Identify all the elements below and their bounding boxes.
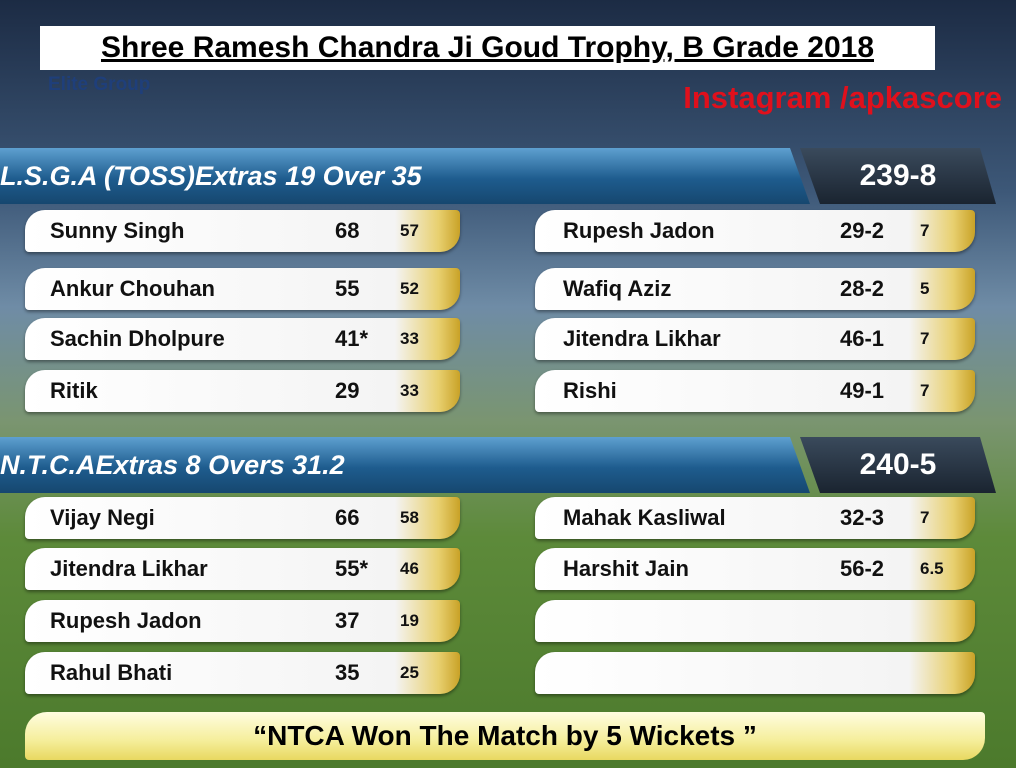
- runs: 35: [335, 660, 360, 685]
- result: “NTCA Won The Match by 5 Wickets ”: [25, 712, 985, 760]
- balls: 25: [400, 663, 419, 682]
- team-bar: N.T.C.AExtras 8 Overs 31.2: [0, 437, 810, 493]
- title: Shree Ramesh Chandra Ji Goud Trophy, B G…: [40, 26, 935, 70]
- figures: 49-1: [840, 378, 885, 403]
- bowler-name: Rishi: [563, 378, 617, 403]
- bowling-row: Rishi 49-1 7: [535, 370, 975, 412]
- score: 239-8: [800, 148, 996, 204]
- bowling-row: Jitendra Likhar 46-1 7: [535, 318, 975, 360]
- bowling-row: Wafiq Aziz 28-2 5: [535, 268, 975, 310]
- overs: 7: [920, 329, 930, 348]
- overs: 7: [920, 221, 930, 240]
- batter-name: Rahul Bhati: [50, 660, 173, 685]
- figures: 32-3: [840, 505, 885, 530]
- team-name: N.T.C.A: [0, 450, 96, 480]
- bowling-row: Harshit Jain 56-2 6.5: [535, 548, 975, 590]
- bowler-name: Rupesh Jadon: [563, 218, 715, 243]
- figures: 46-1: [840, 326, 885, 351]
- batter-name: Ritik: [50, 378, 98, 403]
- bowler-name: Mahak Kasliwal: [563, 505, 726, 530]
- balls: 58: [400, 508, 419, 527]
- balls: 33: [400, 381, 419, 400]
- runs: 55*: [335, 556, 369, 581]
- runs: 41*: [335, 326, 369, 351]
- overs: 5: [920, 279, 930, 298]
- bowling-row: Mahak Kasliwal 32-3 7: [535, 497, 975, 539]
- overs: 7: [920, 381, 930, 400]
- overs: 7: [920, 508, 930, 527]
- bowling-row: [535, 600, 975, 642]
- runs: 55: [335, 276, 360, 301]
- figures: 29-2: [840, 218, 885, 243]
- overs: 6.5: [920, 559, 944, 578]
- balls: 33: [400, 329, 419, 348]
- social-handle: Instagram /apkascore: [683, 80, 1002, 115]
- runs: 68: [335, 218, 360, 243]
- batting-row: Ritik 29 33: [25, 370, 460, 412]
- extras: Extras 19 Over 35: [195, 161, 422, 191]
- bowler-name: Jitendra Likhar: [563, 326, 721, 351]
- batter-name: Ankur Chouhan: [50, 276, 215, 301]
- batting-row: Sachin Dholpure 41* 33: [25, 318, 460, 360]
- batting-row: Vijay Negi 66 58: [25, 497, 460, 539]
- runs: 37: [335, 608, 360, 633]
- balls: 46: [400, 559, 419, 578]
- extras: Extras 8 Overs 31.2: [95, 450, 345, 480]
- score: 240-5: [800, 437, 996, 493]
- batter-name: Sachin Dholpure: [50, 326, 225, 351]
- batting-row: Rupesh Jadon 37 19: [25, 600, 460, 642]
- team-name: L.S.G.A (TOSS): [0, 161, 196, 191]
- bowling-row: [535, 652, 975, 694]
- figures: 28-2: [840, 276, 885, 301]
- subtitle: Elite Group: [48, 74, 151, 95]
- figures: 56-2: [840, 556, 885, 581]
- balls: 57: [400, 221, 419, 240]
- bowling-row: Rupesh Jadon 29-2 7: [535, 210, 975, 252]
- runs: 66: [335, 505, 360, 530]
- batter-name: Vijay Negi: [50, 505, 155, 530]
- batter-name: Jitendra Likhar: [50, 556, 208, 581]
- batting-row: Sunny Singh 68 57: [25, 210, 460, 252]
- batter-name: Rupesh Jadon: [50, 608, 202, 633]
- batter-name: Sunny Singh: [50, 218, 185, 243]
- balls: 52: [400, 279, 419, 298]
- runs: 29: [335, 378, 360, 403]
- batting-row: Ankur Chouhan 55 52: [25, 268, 460, 310]
- bowler-name: Harshit Jain: [563, 556, 689, 581]
- balls: 19: [400, 611, 419, 630]
- batting-row: Jitendra Likhar 55* 46: [25, 548, 460, 590]
- team-bar: L.S.G.A (TOSS)Extras 19 Over 35: [0, 148, 810, 204]
- batting-row: Rahul Bhati 35 25: [25, 652, 460, 694]
- bowler-name: Wafiq Aziz: [563, 276, 672, 301]
